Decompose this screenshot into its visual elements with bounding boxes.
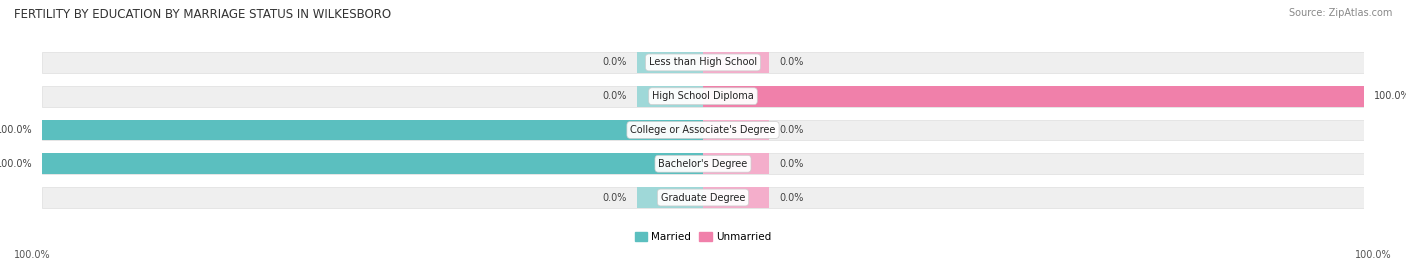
Text: 0.0%: 0.0% [603,57,627,68]
Bar [637,187,703,208]
Text: FERTILITY BY EDUCATION BY MARRIAGE STATUS IN WILKESBORO: FERTILITY BY EDUCATION BY MARRIAGE STATU… [14,8,391,21]
Bar [42,153,703,174]
Text: Graduate Degree: Graduate Degree [661,192,745,203]
Text: College or Associate's Degree: College or Associate's Degree [630,125,776,135]
Text: 100.0%: 100.0% [1355,250,1392,260]
Legend: Married, Unmarried: Married, Unmarried [630,228,776,246]
Text: 100.0%: 100.0% [0,159,32,169]
Bar [42,187,1364,208]
Text: 0.0%: 0.0% [779,159,803,169]
Bar [703,86,1364,107]
Bar [703,120,769,140]
Text: High School Diploma: High School Diploma [652,91,754,101]
Bar [42,52,1364,73]
Bar [42,120,1364,140]
Bar [637,86,703,107]
Text: 100.0%: 100.0% [14,250,51,260]
Bar [703,153,769,174]
Text: 0.0%: 0.0% [603,91,627,101]
Text: 0.0%: 0.0% [603,192,627,203]
Text: Less than High School: Less than High School [650,57,756,68]
Bar [637,52,703,73]
Text: Bachelor's Degree: Bachelor's Degree [658,159,748,169]
Text: Source: ZipAtlas.com: Source: ZipAtlas.com [1288,8,1392,18]
Bar [42,153,1364,174]
Bar [42,86,1364,107]
Text: 0.0%: 0.0% [779,57,803,68]
Bar [42,120,703,140]
Bar [703,187,769,208]
Text: 0.0%: 0.0% [779,125,803,135]
Text: 100.0%: 100.0% [1374,91,1406,101]
Text: 0.0%: 0.0% [779,192,803,203]
Bar [703,52,769,73]
Text: 100.0%: 100.0% [0,125,32,135]
